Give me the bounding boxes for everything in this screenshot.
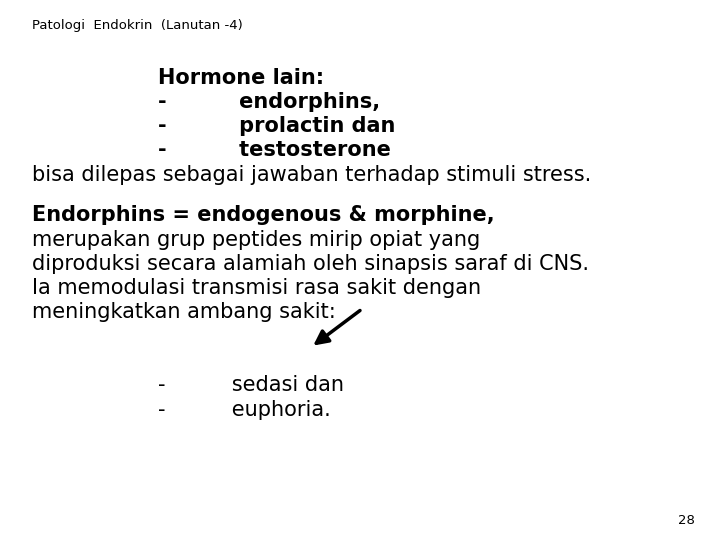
Text: merupakan grup peptides mirip opiat yang: merupakan grup peptides mirip opiat yang bbox=[32, 230, 481, 249]
Text: Ia memodulasi transmisi rasa sakit dengan: Ia memodulasi transmisi rasa sakit denga… bbox=[32, 278, 482, 298]
Text: -          sedasi dan: - sedasi dan bbox=[158, 375, 344, 395]
Text: Patologi  Endokrin  (Lanutan -4): Patologi Endokrin (Lanutan -4) bbox=[32, 19, 243, 32]
Text: -          endorphins,: - endorphins, bbox=[158, 92, 381, 112]
Text: diproduksi secara alamiah oleh sinapsis saraf di CNS.: diproduksi secara alamiah oleh sinapsis … bbox=[32, 254, 590, 274]
Text: -          prolactin dan: - prolactin dan bbox=[158, 116, 396, 136]
Text: meningkatkan ambang sakit:: meningkatkan ambang sakit: bbox=[32, 302, 336, 322]
Text: -          euphoria.: - euphoria. bbox=[158, 400, 331, 420]
Text: 28: 28 bbox=[678, 514, 695, 526]
Text: Hormone lain:: Hormone lain: bbox=[158, 68, 325, 87]
Text: bisa dilepas sebagai jawaban terhadap stimuli stress.: bisa dilepas sebagai jawaban terhadap st… bbox=[32, 165, 592, 185]
Text: Endorphins = endogenous & morphine,: Endorphins = endogenous & morphine, bbox=[32, 205, 495, 225]
Text: -          testosterone: - testosterone bbox=[158, 140, 391, 160]
